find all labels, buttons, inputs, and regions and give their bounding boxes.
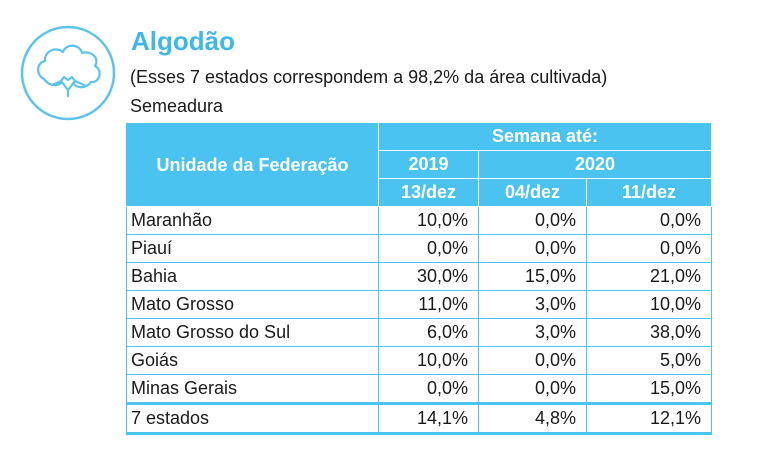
table-row: Mato Grosso do Sul 6,0% 3,0% 38,0% [126, 318, 712, 347]
state-name: Maranhão [126, 206, 379, 235]
value-cell: 15,0% [586, 374, 712, 404]
state-name: Goiás [126, 346, 379, 375]
value-cell: 21,0% [586, 262, 712, 291]
total-label: 7 estados [126, 402, 379, 435]
value-cell: 0,0% [378, 234, 479, 263]
sowing-progress-table: Unidade da Federação Semana até: 2019 20… [126, 122, 712, 435]
state-name: Piauí [126, 234, 379, 263]
table-row: Mato Grosso 11,0% 3,0% 10,0% [126, 290, 712, 319]
year-header: 2019 [378, 150, 479, 179]
value-cell: 0,0% [478, 206, 587, 235]
group-header: Semana até: [378, 122, 712, 151]
value-cell: 0,0% [478, 234, 587, 263]
total-value: 4,8% [478, 402, 587, 435]
value-cell: 0,0% [478, 346, 587, 375]
value-cell: 38,0% [586, 318, 712, 347]
value-cell: 10,0% [586, 290, 712, 319]
page-title: Algodão [131, 26, 235, 56]
table-row: Maranhão 10,0% 0,0% 0,0% [126, 206, 712, 235]
value-cell: 3,0% [478, 318, 587, 347]
value-cell: 3,0% [478, 290, 587, 319]
week-header: 04/dez [478, 178, 587, 207]
value-cell: 0,0% [586, 206, 712, 235]
week-header: 11/dez [586, 178, 712, 207]
value-cell: 11,0% [378, 290, 479, 319]
year-header: 2020 [478, 150, 712, 179]
table-row: Bahia 30,0% 15,0% 21,0% [126, 262, 712, 291]
subtitle: (Esses 7 estados correspondem a 98,2% da… [130, 67, 608, 87]
value-cell: 0,0% [478, 374, 587, 404]
value-cell: 30,0% [378, 262, 479, 291]
value-cell: 6,0% [378, 318, 479, 347]
value-cell: 10,0% [378, 206, 479, 235]
cotton-boll-icon [20, 25, 116, 121]
state-name: Mato Grosso [126, 290, 379, 319]
total-value: 14,1% [378, 402, 479, 435]
table-caption: Semeadura [130, 96, 224, 116]
total-row: 7 estados 14,1% 4,8% 12,1% [126, 402, 712, 435]
state-name: Bahia [126, 262, 379, 291]
table-row: Minas Gerais 0,0% 0,0% 15,0% [126, 374, 712, 404]
value-cell: 0,0% [586, 234, 712, 263]
table-row: Piauí 0,0% 0,0% 0,0% [126, 234, 712, 263]
table-row: Goiás 10,0% 0,0% 5,0% [126, 346, 712, 375]
total-value: 12,1% [586, 402, 712, 435]
value-cell: 5,0% [586, 346, 712, 375]
week-header: 13/dez [378, 178, 479, 207]
value-cell: 0,0% [378, 374, 479, 404]
row-header: Unidade da Federação [126, 122, 379, 207]
value-cell: 10,0% [378, 346, 479, 375]
state-name: Mato Grosso do Sul [126, 318, 379, 347]
state-name: Minas Gerais [126, 374, 379, 404]
value-cell: 15,0% [478, 262, 587, 291]
